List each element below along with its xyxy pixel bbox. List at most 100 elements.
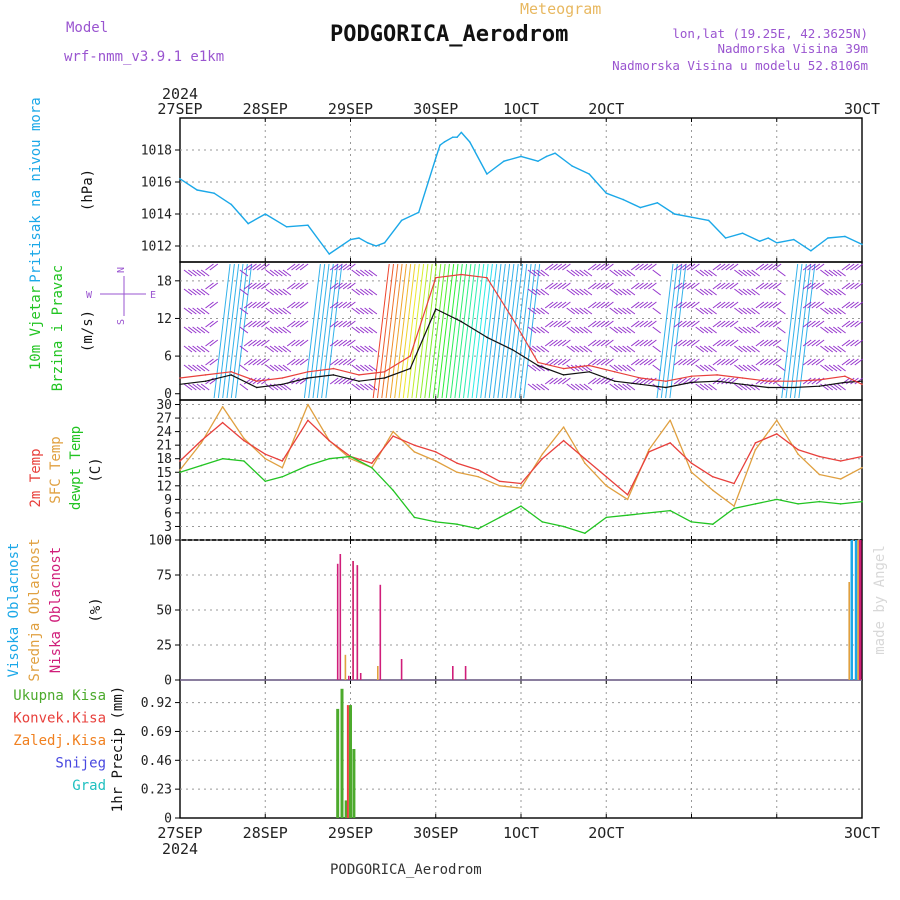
dewpt-temp-line-point — [648, 512, 650, 514]
wind-barb — [222, 263, 240, 399]
wind-barb — [820, 269, 829, 277]
wind-barb — [549, 263, 558, 271]
dewpt-temp-line-point — [328, 457, 331, 460]
wind-barb — [351, 288, 360, 296]
wind-barb — [738, 326, 747, 334]
wind-barb — [807, 263, 816, 271]
dewpt-temp-line-point — [562, 525, 565, 528]
wind-barb — [854, 263, 864, 271]
wind-barb — [575, 383, 584, 391]
2m-temp-line-point — [456, 462, 458, 465]
wind-barb — [837, 326, 846, 334]
wind-gust-line — [179, 273, 863, 385]
wind-speed-line-point — [383, 377, 386, 379]
wind-barb — [777, 288, 786, 296]
wind-gust-line-point — [716, 374, 718, 376]
wind-barb — [716, 339, 726, 347]
wind-barb — [802, 320, 812, 328]
wind-barb — [355, 364, 365, 372]
pressure-line-point — [639, 206, 642, 209]
sfc-temp-line-point — [498, 485, 501, 487]
wind-barb — [669, 263, 687, 399]
wind-barb — [183, 383, 193, 391]
wind-barb — [575, 345, 584, 353]
wind-barb — [261, 339, 270, 347]
wind-barb — [355, 345, 365, 353]
y-tick-label: 21 — [156, 439, 172, 454]
2m-temp-line-point — [584, 457, 586, 460]
wind-barb — [605, 377, 614, 385]
wind-barb — [360, 307, 369, 315]
wind-barb — [759, 320, 769, 328]
wind-barb — [682, 282, 692, 290]
sfc-temp-line-point — [818, 473, 821, 476]
wind-barb — [712, 320, 722, 328]
wind-barb — [226, 263, 244, 399]
wind-barb — [445, 263, 463, 399]
wind-barb — [557, 339, 567, 347]
wind-barb — [536, 269, 545, 277]
wind-barb — [562, 263, 571, 271]
wind-barb — [837, 269, 846, 277]
2m-temp-line-point — [243, 439, 245, 442]
wind-barb — [807, 282, 816, 290]
wind-barb — [695, 288, 704, 296]
pressure-line-point — [400, 219, 403, 222]
wind-barb — [265, 383, 274, 391]
wind-barb — [566, 288, 575, 296]
wind-barb — [699, 269, 709, 277]
wind-gust-line-point — [460, 273, 463, 276]
wind-barb — [635, 263, 644, 271]
wind-barb — [708, 345, 717, 353]
wind-barb — [544, 263, 554, 271]
wind-barb — [553, 358, 563, 366]
wind-barb — [437, 263, 455, 399]
wind-speed-line-point — [179, 383, 181, 386]
wind-barb — [200, 326, 210, 334]
wind-barb — [841, 282, 851, 290]
y-tick-label: 18 — [156, 452, 172, 467]
wind-barb — [639, 301, 649, 309]
ylabel-wind-1: 10m Vjetar — [28, 286, 44, 370]
wind-barb — [734, 326, 743, 334]
wind-barb — [261, 263, 270, 271]
pressure-line-point — [349, 238, 352, 241]
wind-barb — [824, 345, 833, 353]
wind-barb — [630, 339, 640, 347]
precip-bar — [344, 800, 348, 818]
wind-barb — [678, 301, 687, 309]
2m-temp-line-point — [328, 439, 331, 442]
dewpt-temp-line-point — [281, 476, 284, 478]
wind-barb — [544, 301, 554, 309]
wind-barb — [549, 377, 558, 385]
pressure-line-point — [861, 243, 863, 246]
pressure-line-point — [179, 178, 181, 180]
wind-barb — [807, 358, 816, 366]
wind-barb — [334, 301, 343, 309]
wind-barb — [807, 339, 816, 347]
wind-barb — [248, 301, 257, 309]
cloud-bar — [356, 565, 359, 680]
wind-speed-line-point — [741, 383, 744, 386]
wind-barb — [712, 263, 722, 271]
pressure-line-point — [571, 165, 573, 167]
wind-barb — [570, 288, 580, 296]
wind-barb — [755, 263, 765, 271]
wind-barb — [660, 263, 678, 399]
cloud-bar — [859, 540, 862, 680]
wind-barb — [282, 288, 292, 296]
wind-barb — [420, 263, 437, 399]
wind-barb — [282, 383, 292, 391]
wind-barb — [824, 288, 833, 296]
ylabel-pressure: Pritisak na nivou mora — [28, 97, 44, 282]
compass-w-label: W — [86, 290, 93, 301]
y-tick-label: 75 — [156, 569, 172, 584]
wind-barb — [691, 377, 700, 385]
dewpt-temp-line-point — [861, 500, 863, 503]
pressure-line — [179, 131, 863, 255]
pressure-line-point — [537, 160, 539, 162]
ylabel-wind-2: Brzina i Pravac — [50, 265, 66, 391]
wind-barb — [205, 282, 214, 290]
2m-temp-line-point — [498, 480, 501, 483]
wind-barb — [274, 269, 283, 277]
